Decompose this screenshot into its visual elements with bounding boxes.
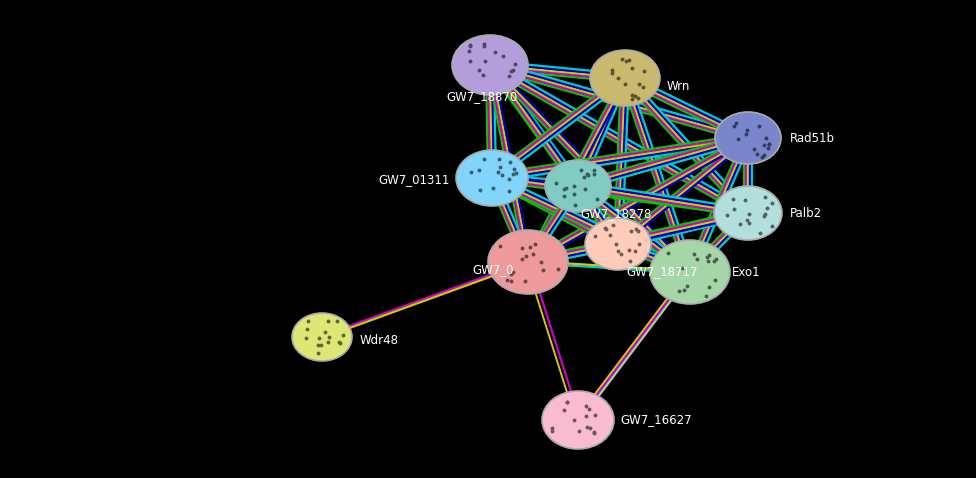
Text: GW7_0: GW7_0 (472, 263, 514, 276)
Ellipse shape (714, 186, 782, 240)
Ellipse shape (715, 112, 781, 164)
Ellipse shape (650, 240, 730, 304)
Ellipse shape (452, 35, 528, 95)
Text: Exo1: Exo1 (732, 265, 760, 279)
Ellipse shape (292, 313, 352, 361)
Ellipse shape (456, 150, 528, 206)
Ellipse shape (542, 391, 614, 449)
Text: Wrn: Wrn (667, 79, 690, 93)
Text: GW7_16627: GW7_16627 (620, 413, 692, 426)
Text: GW7_01311: GW7_01311 (379, 174, 450, 186)
Text: GW7_18717: GW7_18717 (626, 265, 698, 278)
Ellipse shape (585, 218, 651, 270)
Text: GW7_18870: GW7_18870 (446, 90, 517, 103)
Ellipse shape (545, 160, 611, 212)
Text: Palb2: Palb2 (790, 206, 822, 219)
Ellipse shape (488, 230, 568, 294)
Text: GW7_18278: GW7_18278 (580, 207, 651, 220)
Ellipse shape (590, 50, 660, 106)
Text: Wdr48: Wdr48 (360, 335, 399, 348)
Text: Rad51b: Rad51b (790, 131, 835, 144)
